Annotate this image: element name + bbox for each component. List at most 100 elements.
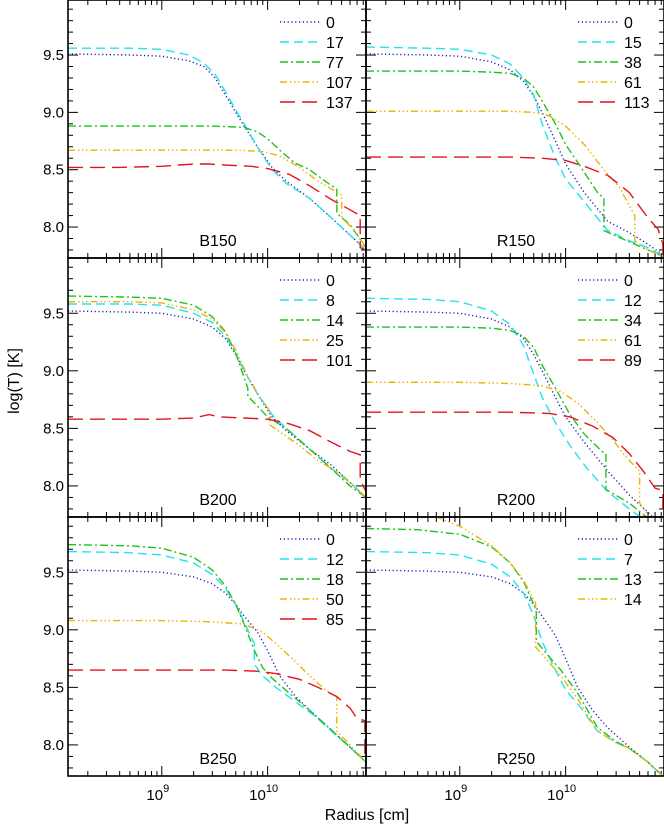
panel-legend-b200: 0 8 14 25 101 — [280, 273, 353, 370]
series-line-0 — [68, 569, 366, 763]
y-tick-label: 8.0 — [43, 737, 64, 754]
series-line-137 — [68, 163, 366, 251]
legend-label-137: 137 — [326, 95, 353, 112]
y-tick-label: 9.5 — [43, 47, 64, 64]
series-line-85 — [68, 669, 366, 763]
legend-label-7: 7 — [624, 552, 633, 569]
series-line-101 — [68, 413, 366, 493]
y-tick-label: 8.5 — [43, 162, 64, 179]
y-tick-label: 8.5 — [43, 420, 64, 437]
panel-legend-r250: 0 7 13 14 — [578, 532, 642, 609]
legend-label-38: 38 — [624, 55, 642, 72]
panel-legend-r150: 0 15 38 61 113 — [578, 15, 650, 112]
legend-label-0: 0 — [624, 15, 633, 32]
legend-label-113: 113 — [624, 95, 650, 112]
x-tick-exponent: 9 — [461, 783, 467, 795]
y-tick-label: 8.0 — [43, 219, 64, 236]
legend-label-0: 0 — [326, 532, 335, 549]
series-line-77 — [68, 125, 366, 249]
x-tick-exponent: 10 — [564, 783, 576, 795]
panel-label-r200: R200 — [497, 492, 535, 509]
legend-label-101: 101 — [326, 353, 353, 370]
series-line-0 — [366, 310, 654, 517]
legend-label-77: 77 — [326, 55, 344, 72]
legend-label-17: 17 — [326, 35, 344, 52]
x-tick-exponent: 10 — [266, 783, 278, 795]
series-line-61 — [366, 110, 664, 258]
legend-label-25: 25 — [326, 333, 344, 350]
panel-legend-b250: 0 12 18 50 85 — [280, 532, 344, 629]
panel-curves-b200 — [68, 295, 366, 498]
series-line-0 — [68, 53, 366, 251]
series-line-18 — [68, 543, 366, 763]
legend-label-85: 85 — [326, 612, 344, 629]
panel-label-b200: B200 — [199, 492, 236, 509]
y-tick-label: 9.5 — [43, 564, 64, 581]
legend-label-15: 15 — [624, 35, 642, 52]
series-line-14 — [429, 517, 664, 776]
panel-label-r250: R250 — [497, 751, 535, 768]
panel-ticks-b150 — [68, 0, 366, 258]
legend-label-18: 18 — [326, 572, 344, 589]
legend-label-107: 107 — [326, 75, 353, 92]
legend-label-14: 14 — [624, 592, 642, 609]
y-tick-label: 8.5 — [43, 679, 64, 696]
legend-label-61: 61 — [624, 75, 642, 92]
panel-ticks-b250 — [68, 517, 366, 776]
panel-b150: 8.0 8.5 9.0 9.5 0 17 77 107 137 B150 — [43, 0, 367, 259]
series-line-12 — [68, 550, 366, 763]
panel-ticks-b200 — [68, 258, 366, 517]
series-line-38 — [366, 70, 664, 258]
panel-legend-r200: 0 12 34 61 89 — [578, 273, 642, 370]
y-tick-label: 9.5 — [43, 305, 64, 322]
legend-label-0: 0 — [326, 15, 335, 32]
series-line-113 — [366, 156, 664, 256]
panel-curves-r200 — [366, 297, 664, 517]
series-line-61 — [366, 381, 651, 517]
y-tick-label: 9.0 — [43, 363, 64, 380]
panel-ticks-r200 — [366, 258, 664, 517]
panel-curves-b150 — [68, 47, 366, 251]
series-line-25 — [68, 301, 366, 498]
series-line-17 — [68, 47, 366, 251]
legend-label-89: 89 — [624, 353, 642, 370]
panel-curves-b250 — [68, 543, 366, 763]
series-line-15 — [366, 46, 664, 258]
x-tick-exponent: 9 — [163, 783, 169, 795]
x-axis-title: Radius [cm] — [325, 807, 409, 824]
legend-label-0: 0 — [624, 532, 633, 549]
y-tick-label: 8.0 — [43, 478, 64, 495]
legend-label-8: 8 — [326, 293, 335, 310]
legend-label-0: 0 — [326, 273, 335, 290]
series-line-34 — [366, 326, 648, 517]
legend-label-12: 12 — [326, 552, 344, 569]
y-axis-title: log(T) [K] — [6, 348, 23, 414]
series-line-12 — [366, 297, 642, 517]
panel-legend-b150: 0 17 77 107 137 — [280, 15, 353, 112]
legend-label-12: 12 — [624, 293, 642, 310]
legend-label-14: 14 — [326, 313, 344, 330]
panel-label-b150: B150 — [199, 233, 236, 250]
panel-ticks-r150 — [366, 0, 664, 258]
y-tick-label: 9.0 — [43, 622, 64, 639]
panel-label-b250: B250 — [199, 751, 236, 768]
legend-label-50: 50 — [326, 592, 344, 609]
y-tick-label: 9.0 — [43, 104, 64, 121]
legend-label-61: 61 — [624, 333, 642, 350]
panel-frame-r250 — [365, 516, 664, 777]
panel-b200: 8.0 8.5 9.0 9.5 0 8 14 25 101 B200 — [43, 257, 367, 518]
legend-label-13: 13 — [624, 572, 642, 589]
series-line-89 — [366, 411, 664, 515]
series-line-107 — [68, 149, 366, 249]
legend-label-34: 34 — [624, 313, 642, 330]
panel-label-r150: R150 — [497, 233, 535, 250]
panel-grid: 8.08.59.09.501777107137B1500153861113R15… — [43, 0, 664, 804]
panel-r150: 0 15 38 61 113 R150 — [365, 0, 664, 259]
panel-curves-r150 — [366, 46, 664, 258]
panel-ticks-r250 — [366, 517, 664, 776]
series-line-50 — [68, 619, 366, 763]
